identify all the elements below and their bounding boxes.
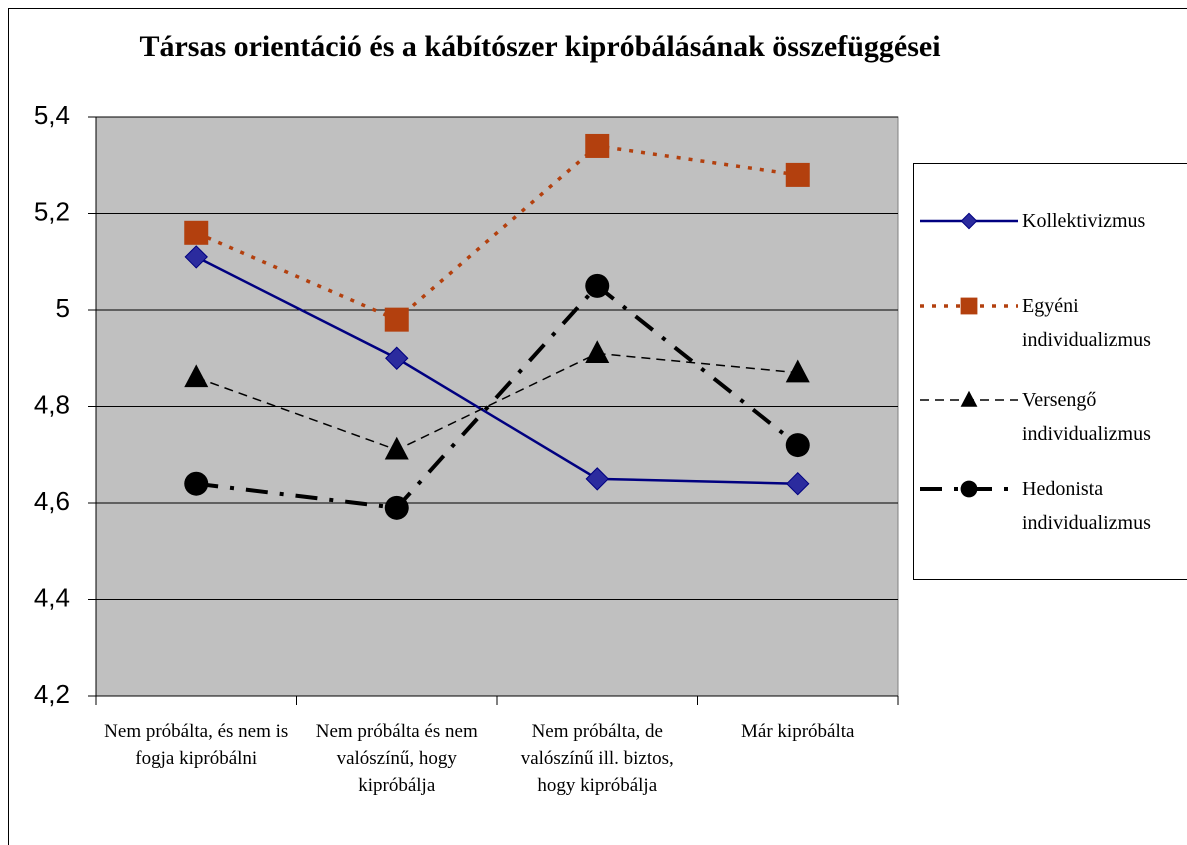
x-tick-label: Már kipróbálta (741, 721, 855, 742)
x-tick-label: Nem próbálta, de valószínű ill. biztos, … (520, 721, 674, 796)
point-marker (585, 273, 610, 298)
point-marker (960, 480, 978, 498)
y-tick-label: 4,8 (34, 389, 70, 419)
series-line (195, 255, 798, 485)
point-marker (786, 471, 810, 496)
point-marker (184, 220, 209, 245)
y-tick-label: 4,4 (34, 582, 70, 612)
point-marker (184, 471, 209, 496)
series-line (195, 144, 799, 322)
point-marker (184, 364, 209, 388)
point-marker (385, 346, 409, 370)
point-marker (960, 297, 978, 315)
point-marker (785, 433, 810, 458)
x-tick-label: Nem próbálta, és nem is fogja kipróbálni (104, 721, 289, 769)
point-marker (585, 467, 609, 491)
point-marker (785, 359, 810, 383)
y-tick-label: 5 (56, 293, 70, 323)
point-marker (585, 133, 610, 158)
legend-label: Kollektivizmus (1022, 210, 1146, 232)
point-marker (960, 212, 978, 230)
legend-box (913, 163, 1187, 580)
y-tick-label: 4,2 (34, 679, 70, 709)
point-marker (384, 307, 409, 332)
legend-label: Versengő individualizmus (1022, 389, 1151, 445)
series-line (195, 352, 798, 451)
point-marker (384, 495, 409, 520)
chart-title: Társas orientáció és a kábítószer kiprób… (139, 30, 940, 63)
y-tick-label: 5,2 (34, 196, 70, 226)
legend-label: Hedonista individualizmus (1022, 478, 1151, 534)
point-marker (785, 162, 810, 187)
y-tick-label: 5,4 (34, 100, 70, 130)
point-marker (184, 245, 208, 269)
series-line (196, 283, 799, 510)
legend-label: Egyéni individualizmus (1022, 295, 1151, 351)
point-marker (585, 340, 610, 364)
y-tick-label: 4,6 (34, 486, 70, 516)
point-marker (384, 436, 409, 460)
x-tick-label: Nem próbálta és nem valószínű, hogy kipr… (315, 721, 478, 796)
point-marker (960, 390, 978, 407)
